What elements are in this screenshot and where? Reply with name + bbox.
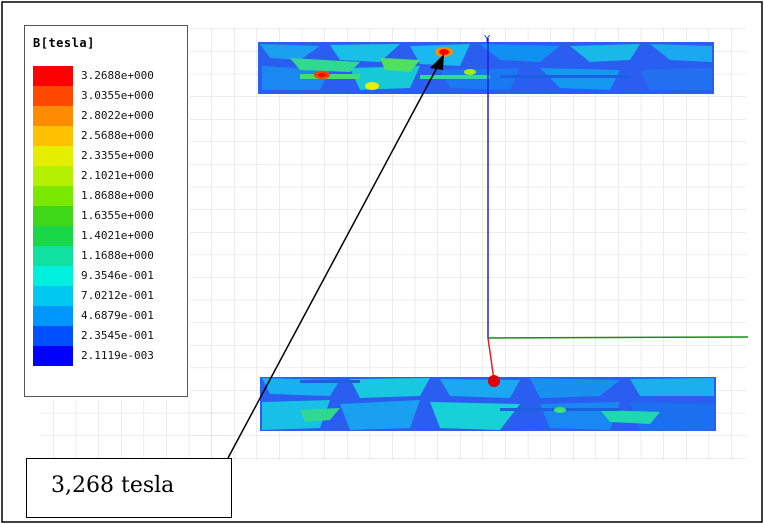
legend-swatch	[33, 346, 73, 366]
legend-label: 9.3546e-001	[81, 269, 154, 282]
legend-swatch	[33, 326, 73, 346]
legend-swatch	[33, 286, 73, 306]
legend-label: 2.8022e+000	[81, 109, 154, 122]
legend-swatch	[33, 306, 73, 326]
legend-swatch	[33, 66, 73, 86]
color-legend: B[tesla] 3.2688e+000 3.0355e+000 2.8022e+0…	[24, 25, 188, 397]
legend-label: 1.4021e+000	[81, 229, 154, 242]
origin-marker	[488, 375, 500, 387]
legend-swatch	[33, 246, 73, 266]
legend-label: 1.1688e+000	[81, 249, 154, 262]
legend-label: 2.5688e+000	[81, 129, 154, 142]
bottom-core-plate	[260, 377, 716, 431]
top-core-plate	[258, 42, 714, 94]
legend-label: 7.0212e-001	[81, 289, 154, 302]
legend-label: 1.6355e+000	[81, 209, 154, 222]
legend-swatch	[33, 166, 73, 186]
legend-label: 4.6879e-001	[81, 309, 154, 322]
legend-label: 2.3355e+000	[81, 149, 154, 162]
legend-label: 3.2688e+000	[81, 69, 154, 82]
x-axis-line	[487, 336, 749, 339]
callout-arrowhead	[430, 54, 444, 70]
callout-box: 3,268 tesla	[26, 458, 232, 518]
callout-arrow-line	[227, 61, 441, 459]
legend-label: 2.1119e-003	[81, 349, 154, 362]
legend-swatch	[33, 186, 73, 206]
legend-label: 3.0355e+000	[81, 89, 154, 102]
legend-swatch	[33, 146, 73, 166]
legend-swatch	[33, 126, 73, 146]
legend-title: B[tesla]	[33, 36, 95, 50]
legend-swatch	[33, 266, 73, 286]
legend-label: 2.3545e-001	[81, 329, 154, 342]
legend-swatch	[33, 226, 73, 246]
legend-swatch	[33, 106, 73, 126]
legend-swatch	[33, 86, 73, 106]
legend-label: 1.8688e+000	[81, 189, 154, 202]
background-grid-lower	[40, 400, 230, 458]
legend-label: 2.1021e+000	[81, 169, 154, 182]
z-axis-line	[487, 337, 495, 381]
y-axis-label: Y	[483, 34, 491, 45]
callout-text: 3,268 tesla	[51, 473, 175, 498]
legend-swatch	[33, 206, 73, 226]
